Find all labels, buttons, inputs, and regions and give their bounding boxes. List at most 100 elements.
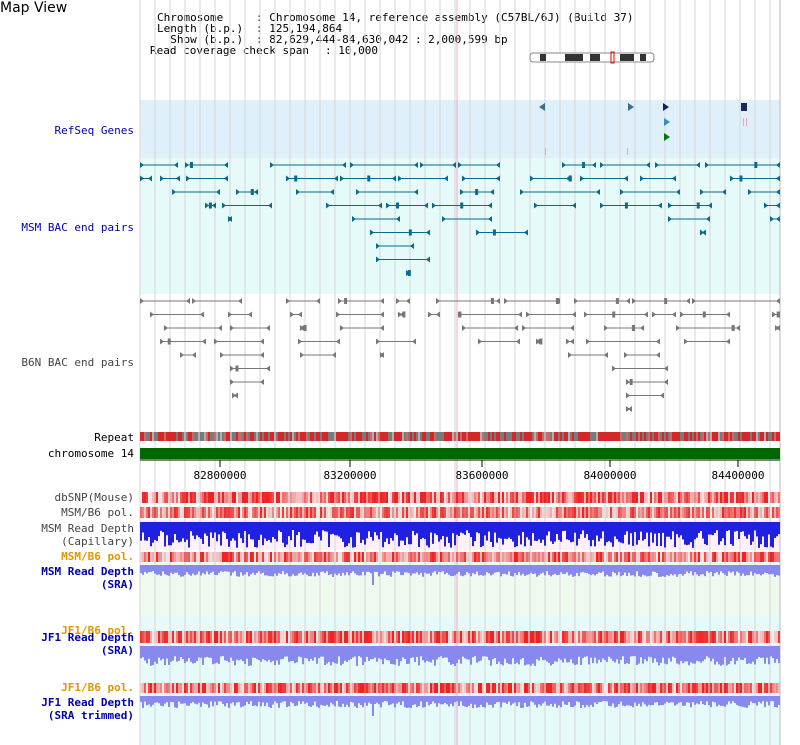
- track-label-b6n-bac[interactable]: B6N BAC end pairs: [21, 356, 134, 369]
- jf1-trimmed-depth-bar: [296, 696, 298, 706]
- msm-sra-depth-bar: [712, 565, 714, 577]
- dbsnp-cell: [390, 492, 392, 503]
- repeat-block: [642, 432, 644, 441]
- msm-sra-depth-bar: [160, 565, 162, 576]
- b6n-bac-end: [656, 338, 660, 345]
- jf1-b6-pol-cell: [584, 631, 586, 643]
- jf1-b6-pol-cell: [482, 631, 484, 643]
- msm-capillary-depth-bar: [310, 522, 312, 544]
- msm-b6-pol-2-cell: [578, 552, 580, 562]
- msm-sra-depth-bar: [238, 565, 240, 577]
- jf1-trimmed-depth-bar: [240, 696, 242, 708]
- msm-capillary-depth-bar: [500, 522, 502, 539]
- jf1-trimmed-depth-bar: [336, 696, 338, 702]
- repeat-block: [446, 432, 448, 441]
- msm-b6-pol-cell: [574, 507, 576, 518]
- msm-capillary-depth-bar: [258, 522, 260, 541]
- jf1-sra-depth-bar: [488, 646, 490, 661]
- jf1-sra-depth-bar: [270, 646, 272, 663]
- dbsnp-cell: [548, 492, 550, 503]
- msm-bac-end: [420, 162, 424, 168]
- dbsnp-cell: [304, 492, 306, 503]
- repeat-block: [434, 432, 436, 441]
- msm-sra-depth-bar: [386, 565, 388, 576]
- jf1-trimmed-depth-bar: [674, 696, 676, 706]
- track-label-msm-b6-pol-1[interactable]: MSM/B6 pol.: [61, 506, 134, 519]
- msm-b6-pol-2-cell: [208, 552, 210, 562]
- track-label-refseq[interactable]: RefSeq Genes: [54, 124, 134, 137]
- jf1-sra-depth-bar: [234, 646, 236, 666]
- jf1-b6-pol-cell: [570, 631, 572, 643]
- track-label-msm-read-depth-sra[interactable]: MSM Read Depth (SRA): [41, 565, 134, 591]
- dbsnp-cell: [430, 492, 432, 503]
- jf1-b6-pol-cell: [160, 631, 162, 643]
- msm-sra-depth-bar: [354, 565, 356, 574]
- jf1-sra-depth-bar: [662, 646, 664, 658]
- msm-sra-depth-bar: [164, 565, 166, 575]
- track-label-jf1-b6-pol-1[interactable]: JF1/B6 pol.: [61, 624, 134, 637]
- gene-mark: [545, 148, 546, 155]
- jf1-b6-pol-2-cell: [646, 683, 648, 693]
- axis-tick-label: 84000000: [584, 469, 637, 482]
- jf1-b6-pol-cell: [318, 631, 320, 643]
- repeat-block: [424, 432, 426, 441]
- repeat-block: [370, 432, 372, 441]
- msm-bac-end: [414, 189, 418, 195]
- jf1-b6-pol-2-cell: [240, 683, 242, 693]
- jf1-trimmed-depth-bar: [522, 696, 524, 708]
- jf1-sra-depth-bar: [148, 646, 150, 659]
- jf1-trimmed-depth-bar: [228, 696, 230, 708]
- msm-capillary-depth-bar: [712, 522, 714, 536]
- msm-b6-pol-2-cell: [470, 552, 472, 562]
- track-label-jf1-read-depth-sra[interactable]: JF1 Read Depth (SRA): [41, 631, 134, 657]
- msm-b6-pol-2-cell: [428, 552, 430, 562]
- track-label-msm-bac[interactable]: MSM BAC end pairs: [21, 221, 134, 234]
- jf1-sra-depth-bar: [376, 646, 378, 662]
- track-label-dbsnp[interactable]: dbSNP(Mouse): [54, 491, 134, 504]
- jf1-b6-pol-cell: [320, 631, 322, 643]
- msm-capillary-depth-bar: [448, 522, 450, 543]
- jf1-sra-depth-bar: [258, 646, 260, 661]
- jf1-sra-depth-bar: [630, 646, 632, 657]
- jf1-sra-depth-bar: [770, 646, 772, 657]
- repeat-block: [664, 432, 666, 441]
- msm-b6-pol-cell: [248, 507, 250, 518]
- track-label-jf1-b6-pol-2[interactable]: JF1/B6 pol.: [61, 681, 134, 694]
- msm-capillary-depth-bar: [562, 522, 564, 532]
- jf1-sra-depth-bar: [578, 646, 580, 657]
- jf1-b6-pol-2-cell: [300, 683, 302, 693]
- jf1-b6-pol-2-cell: [568, 683, 570, 693]
- msm-capillary-depth-bar: [638, 522, 640, 540]
- msm-b6-pol-cell: [218, 507, 220, 518]
- jf1-sra-depth-bar: [184, 646, 186, 664]
- repeat-block: [250, 432, 252, 441]
- jf1-b6-pol-cell: [626, 631, 628, 643]
- msm-b6-pol-2-cell: [162, 552, 164, 562]
- msm-b6-pol-2-cell: [614, 552, 616, 562]
- jf1-b6-pol-2-cell: [178, 683, 180, 693]
- b6n-bac-end: [436, 298, 440, 304]
- jf1-trimmed-depth-bar: [586, 696, 588, 706]
- repeat-block: [278, 432, 280, 441]
- dbsnp-cell: [210, 492, 212, 503]
- dbsnp-cell: [324, 492, 326, 503]
- b6n-bac-end: [568, 352, 572, 358]
- msm-b6-pol-cell: [508, 507, 510, 518]
- msm-capillary-depth-bar: [492, 522, 494, 547]
- msm-b6-pol-2-cell: [530, 552, 532, 562]
- dbsnp-cell: [694, 492, 696, 503]
- repeat-block: [436, 432, 438, 441]
- msm-b6-pol-cell: [570, 507, 572, 518]
- jf1-b6-pol-2-cell: [544, 683, 546, 693]
- repeat-block: [586, 432, 588, 441]
- dbsnp-cell: [682, 492, 684, 503]
- msm-b6-pol-cell: [164, 507, 166, 518]
- jf1-sra-depth-bar: [246, 646, 248, 659]
- jf1-b6-pol-2-cell: [738, 683, 740, 693]
- track-label-jf1-read-depth-trimmed[interactable]: JF1 Read Depth (SRA trimmed): [41, 696, 134, 722]
- msm-sra-depth-bar: [242, 565, 244, 576]
- jf1-trimmed-depth-bar: [184, 696, 186, 704]
- track-label-msm-read-depth-capillary[interactable]: MSM Read Depth (Capillary): [41, 522, 134, 548]
- track-label-msm-b6-pol-2[interactable]: MSM/B6 pol.: [61, 550, 134, 563]
